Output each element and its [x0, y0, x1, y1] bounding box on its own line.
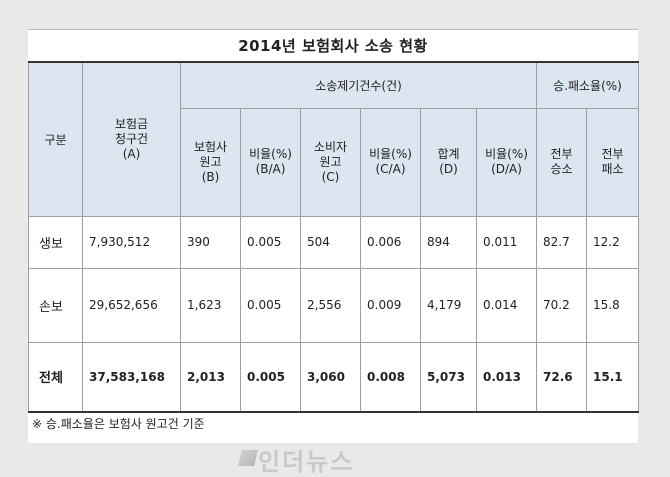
row-label: 생보	[28, 215, 83, 269]
header-ratio-c: 비율(%) (C/A)	[360, 107, 421, 217]
row-label: 전체	[28, 341, 83, 413]
header-total: 합계 (D)	[420, 107, 477, 217]
header-full-loss: 전부 패소	[586, 107, 639, 217]
footnote: ※ 승.패소율은 보험사 원고건 기준	[32, 417, 205, 431]
watermark: 인더뉴스	[258, 448, 355, 476]
header-full-win: 전부 승소	[536, 107, 587, 217]
header-claims: 보험금 청구건 (A)	[82, 61, 181, 217]
header-category: 구분	[28, 61, 83, 217]
header-ratio-b: 비율(%) (B/A)	[240, 107, 301, 217]
header-consumer: 소비자 원고 (C)	[300, 107, 361, 217]
table-row-nonlife: 손보 29,652,656 1,623 0.005 2,556 0.009 4,…	[28, 267, 639, 343]
report-card: 2014년 보험회사 소송 현황 구분 보험금 청구건 (A) 소송제기건수(건…	[28, 29, 639, 443]
lawsuit-table: 구분 보험금 청구건 (A) 소송제기건수(건) 승.패소율(%) 보험사 원고(…	[28, 61, 639, 413]
watermark-logo-icon	[238, 450, 258, 466]
header-lawsuits-group: 소송제기건수(건)	[180, 61, 537, 109]
row-label: 손보	[28, 267, 83, 343]
header-win-loss-group: 승.패소율(%)	[536, 61, 639, 109]
header-ratio-d: 비율(%) (D/A)	[476, 107, 537, 217]
table-row-life: 생보 7,930,512 390 0.005 504 0.006 894 0.0…	[28, 215, 639, 269]
table-row-total: 전체 37,583,168 2,013 0.005 3,060 0.008 5,…	[28, 341, 639, 413]
header-insurer: 보험사 원고 (B)	[180, 107, 241, 217]
table-title: 2014년 보험회사 소송 현황	[28, 29, 638, 62]
